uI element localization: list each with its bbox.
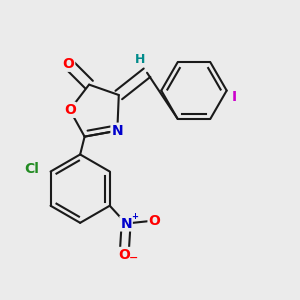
Text: O: O (64, 103, 76, 117)
Text: I: I (232, 89, 237, 103)
Text: +: + (131, 212, 139, 220)
Text: O: O (62, 57, 74, 71)
Text: −: − (129, 253, 138, 263)
Text: O: O (119, 248, 130, 262)
Text: N: N (120, 217, 132, 231)
Text: Cl: Cl (24, 162, 39, 176)
Text: H: H (134, 53, 145, 66)
Text: N: N (112, 124, 123, 138)
Text: O: O (148, 214, 160, 228)
